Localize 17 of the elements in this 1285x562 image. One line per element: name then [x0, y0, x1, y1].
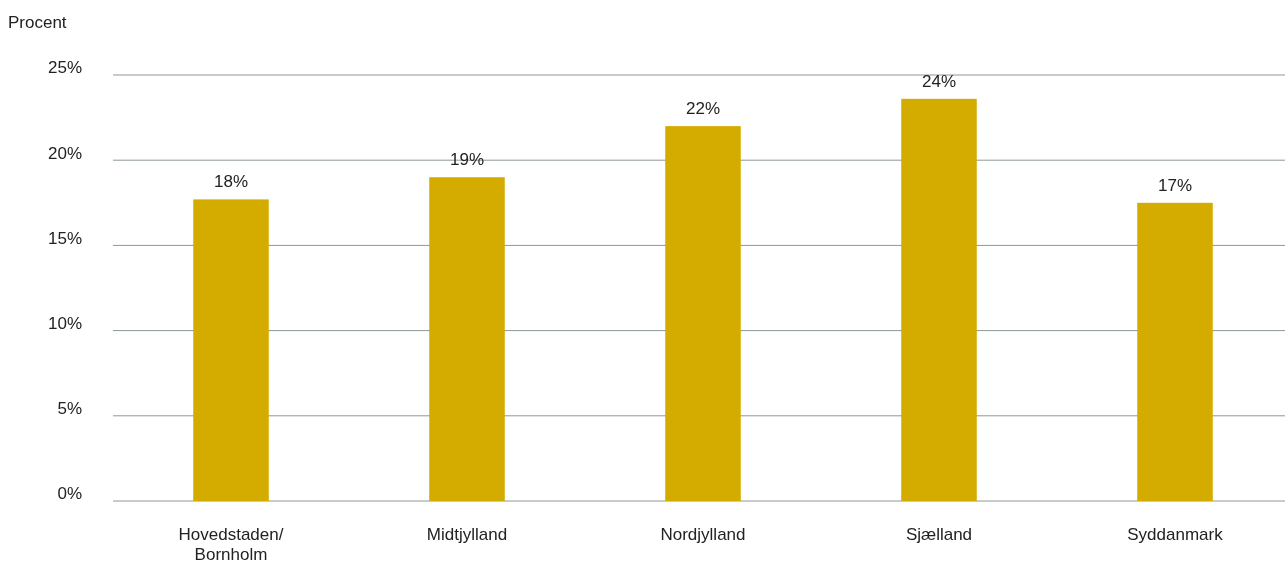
x-tick-label: Syddanmark	[1127, 525, 1224, 544]
y-axis-title: Procent	[8, 13, 67, 32]
x-tick-label: Midtjylland	[426, 525, 508, 544]
data-label: 24%	[921, 71, 957, 91]
data-label: 22%	[685, 99, 721, 119]
y-tick-label: 0%	[57, 484, 82, 504]
y-tick-label: 20%	[47, 143, 82, 163]
x-tick-label: Sjælland	[905, 525, 973, 544]
y-tick-label: 15%	[47, 228, 82, 248]
y-tick-label: 10%	[47, 313, 82, 333]
y-tick-label: 25%	[47, 58, 82, 78]
data-label: 19%	[449, 150, 485, 170]
x-tick-label: Hovedstaden/ Bornholm	[178, 525, 284, 562]
x-tick-label: Nordjylland	[660, 525, 746, 544]
data-label: 17%	[1157, 175, 1193, 195]
data-label: 18%	[213, 172, 249, 192]
y-tick-label: 5%	[57, 399, 82, 419]
